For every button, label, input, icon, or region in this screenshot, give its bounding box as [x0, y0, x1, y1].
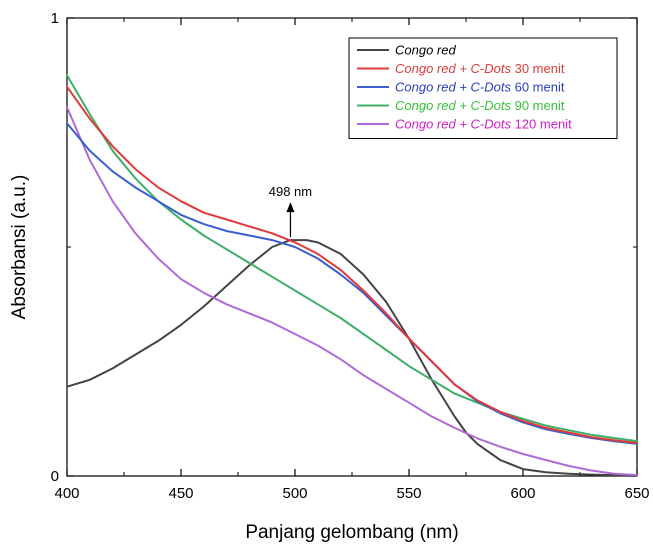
legend-entry-suffix: 30 menit	[511, 61, 565, 76]
x-axis-label: Panjang gelombang (nm)	[245, 522, 458, 543]
y-tick-label: 0	[51, 468, 59, 485]
legend-entry-italic: Congo red + C-Dots	[395, 80, 511, 95]
y-axis-label: Absorbansi (a.u.)	[9, 175, 30, 320]
annotation-arrow-head	[286, 202, 295, 213]
series-line-0	[66, 239, 638, 477]
legend-entry-italic: Congo red + C-Dots	[395, 117, 511, 132]
annotation: 498 nm	[269, 184, 312, 238]
legend-entry-suffix: 120 menit	[511, 117, 572, 132]
series-line-2	[66, 122, 638, 445]
x-tick-label: 500	[282, 485, 307, 502]
legend-entry-suffix: 60 menit	[511, 80, 565, 95]
legend-entry-3: Congo red + C-Dots 90 menit	[395, 98, 565, 113]
legend-entry-italic: Congo red	[395, 43, 456, 58]
x-tick-label: 600	[510, 485, 535, 502]
legend-entry-4: Congo red + C-Dots 120 menit	[395, 117, 572, 132]
legend-entry-1: Congo red + C-Dots 30 menit	[395, 61, 565, 76]
axis-ticks: 400 450 500 550 600 650 0 1	[51, 10, 650, 502]
x-tick-label: 650	[624, 485, 649, 502]
x-tick-label: 450	[168, 485, 193, 502]
x-tick-label: 550	[396, 485, 421, 502]
legend-box	[348, 37, 618, 139]
legend-entry-0: Congo red	[395, 43, 456, 58]
peak-annotation-label: 498 nm	[269, 184, 312, 199]
x-tick-label: 400	[54, 485, 79, 502]
series-line-1	[66, 85, 638, 444]
legend-entry-suffix: 90 menit	[511, 98, 565, 113]
legend-entry-2: Congo red + C-Dots 60 menit	[395, 80, 565, 95]
series-line-4	[66, 106, 638, 477]
series-layer	[66, 74, 638, 477]
y-tick-label: 1	[51, 10, 59, 27]
legend-entry-italic: Congo red + C-Dots	[395, 98, 511, 113]
legend-entry-italic: Congo red + C-Dots	[395, 61, 511, 76]
